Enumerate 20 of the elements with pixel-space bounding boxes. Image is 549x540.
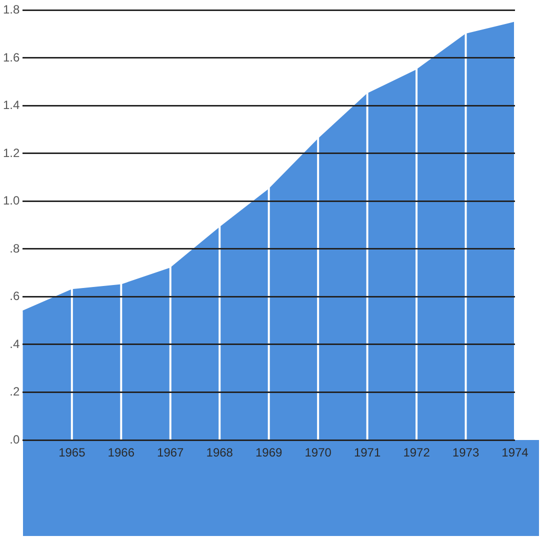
- x-tick-label: 1968: [206, 445, 234, 460]
- x-tick-label: 1971: [354, 445, 381, 460]
- y-tick-label: .8: [10, 241, 20, 256]
- y-tick-label: .2: [10, 384, 20, 399]
- x-tick-label: 1966: [108, 445, 135, 460]
- x-tick-label: 1973: [452, 445, 480, 460]
- y-tick-label: 1.8: [2, 2, 20, 17]
- y-tick-label: 1.6: [2, 50, 20, 64]
- x-tick-label: 1965: [58, 445, 86, 460]
- y-tick-label: .4: [10, 336, 20, 351]
- x-tick-label: 1969: [255, 445, 283, 460]
- y-tick-label: 1.0: [2, 194, 20, 208]
- y-tick-label: .0: [10, 432, 20, 446]
- x-tick-label: 1970: [304, 445, 332, 460]
- x-tick-label: 1974: [502, 445, 529, 460]
- x-tick-label: 1972: [403, 445, 430, 460]
- y-tick-label: 1.4: [2, 98, 20, 112]
- x-tick-label: 1967: [157, 445, 184, 460]
- y-tick-label: .6: [10, 289, 20, 304]
- y-tick-label: 1.2: [2, 146, 20, 160]
